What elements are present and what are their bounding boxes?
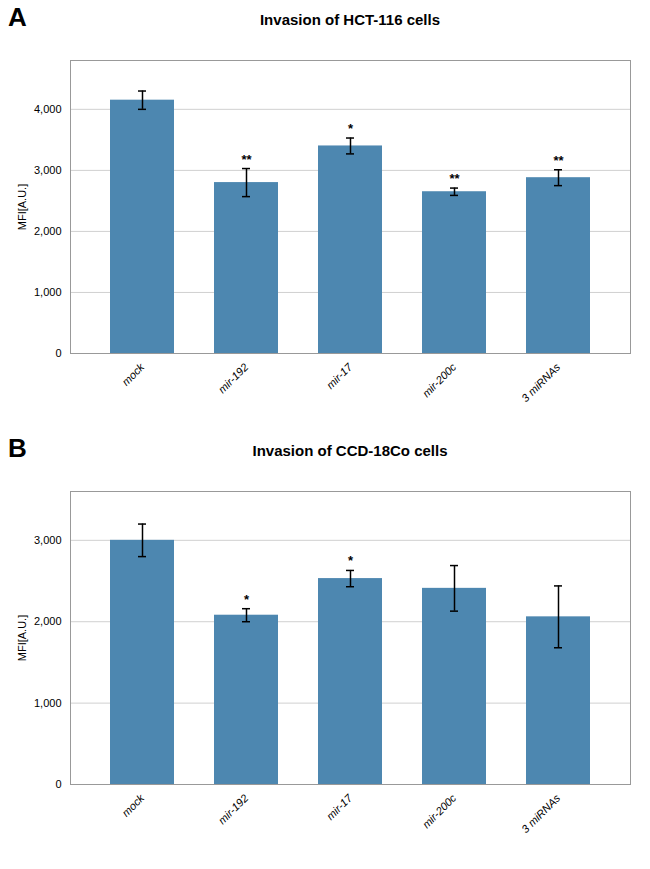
svg-text:0: 0 [55, 347, 61, 359]
svg-text:2,000: 2,000 [34, 225, 62, 237]
svg-text:mir-192: mir-192 [216, 361, 251, 396]
html-text:B: B [8, 433, 27, 463]
svg-text:3 miRNAs: 3 miRNAs [519, 791, 563, 835]
svg-text:4,000: 4,000 [34, 103, 62, 115]
svg-text:**: ** [241, 152, 252, 167]
svg-text:3 miRNAs: 3 miRNAs [519, 360, 563, 404]
html-text:Invasion of HCT-116 cells: Invasion of HCT-116 cells [260, 11, 440, 28]
svg-text:*: * [348, 121, 354, 136]
svg-text:1,000: 1,000 [34, 697, 62, 709]
svg-text:2,000: 2,000 [34, 615, 62, 627]
svg-text:mir-192: mir-192 [216, 792, 251, 827]
svg-text:**: ** [553, 153, 564, 168]
svg-text:*: * [244, 592, 250, 607]
svg-text:3,000: 3,000 [34, 164, 62, 176]
svg-text:MFI[A.U.]: MFI[A.U.] [16, 184, 28, 230]
svg-text:1,000: 1,000 [34, 286, 62, 298]
html-text:A: A [8, 2, 27, 32]
svg-text:mock: mock [119, 791, 146, 818]
html-text:Invasion of CCD-18Co cells: Invasion of CCD-18Co cells [252, 442, 448, 459]
svg-text:mock: mock [119, 360, 146, 387]
svg-text:MFI[A.U.]: MFI[A.U.] [16, 615, 28, 661]
svg-text:mir-200c: mir-200c [420, 360, 459, 399]
svg-text:**: ** [449, 171, 460, 186]
svg-text:mir-200c: mir-200c [420, 791, 459, 830]
svg-text:*: * [348, 553, 354, 568]
svg-text:mir-17: mir-17 [324, 360, 355, 391]
svg-text:3,000: 3,000 [34, 534, 62, 546]
svg-text:mir-17: mir-17 [324, 791, 355, 822]
svg-text:0: 0 [55, 778, 61, 790]
